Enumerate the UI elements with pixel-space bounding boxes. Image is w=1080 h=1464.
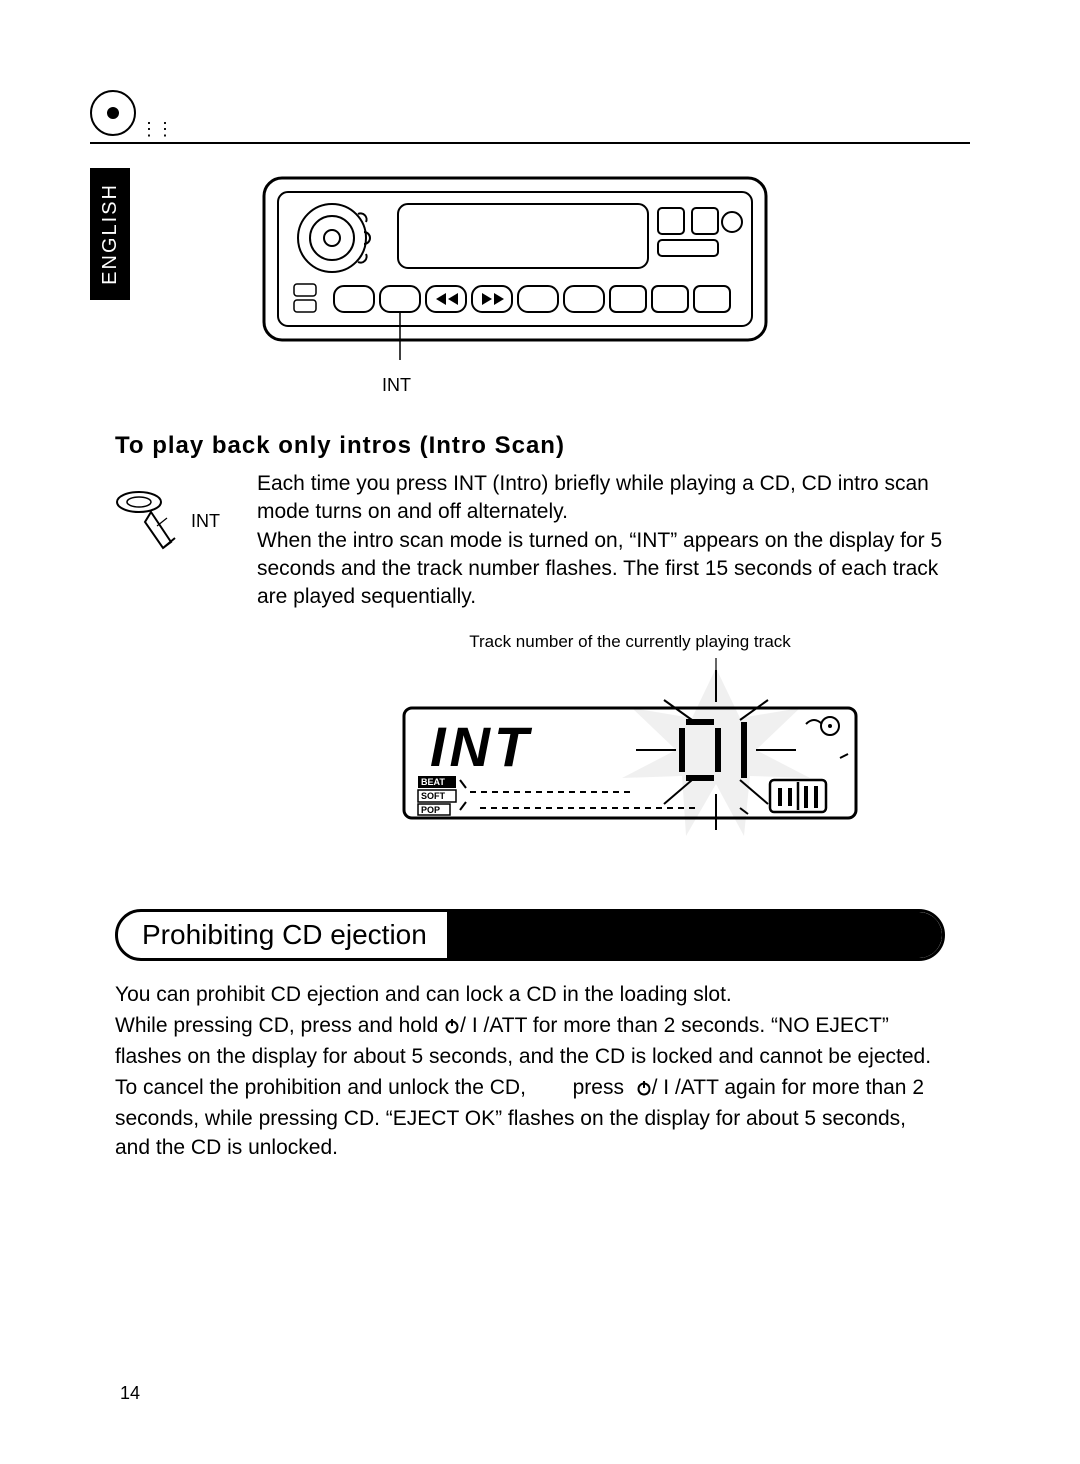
press-int-icon [115,488,185,554]
prohibit-heading-text: Prohibiting CD ejection [118,919,427,951]
cd-dots-icon: ⋮⋮ [140,122,172,136]
stereo-int-label: INT [382,375,970,396]
prohibit-p1: You can prohibit CD ejection and can loc… [115,981,945,1010]
page-number: 14 [120,1383,140,1404]
p2-pre: While pressing CD, press and hold [115,1014,444,1037]
eq-pop: POP [421,805,440,815]
p3-pre: To cancel the prohibition and unlock the… [115,1076,630,1099]
int-icon-label: INT [191,511,220,532]
intro-scan-subtitle: To play back only intros (Intro Scan) [115,432,970,460]
car-stereo-illustration [260,174,770,364]
language-tab: ENGLISH [90,168,130,300]
power-att-icon [444,1014,460,1043]
display-int-text: INT [430,715,533,778]
eq-beat: BEAT [421,777,445,787]
stereo-figure: INT [260,174,970,396]
intro-scan-body: Each time you press INT (Intro) briefly … [257,470,970,612]
power-att-icon-2 [636,1076,652,1105]
intro-scan-block: INT Each time you press INT (Intro) brie… [115,470,970,612]
cd-icon [90,90,136,136]
eq-soft: SOFT [421,791,446,801]
pill-fill [447,912,942,958]
prohibit-p3: To cancel the prohibition and unlock the… [115,1074,945,1163]
track-caption: Track number of the currently playing tr… [400,632,860,652]
display-figure: Track number of the currently playing tr… [400,632,860,863]
page-header: ⋮⋮ [90,90,970,144]
lcd-display-illustration: INT BEAT SOFT POP [400,658,860,858]
power-att-label-1: / I /ATT [460,1014,527,1037]
prohibit-p2: While pressing CD, press and hold / I /A… [115,1012,945,1072]
prohibit-heading: Prohibiting CD ejection [115,909,945,961]
language-tab-label: ENGLISH [99,183,122,285]
power-att-label-2: / I /ATT [652,1076,719,1099]
